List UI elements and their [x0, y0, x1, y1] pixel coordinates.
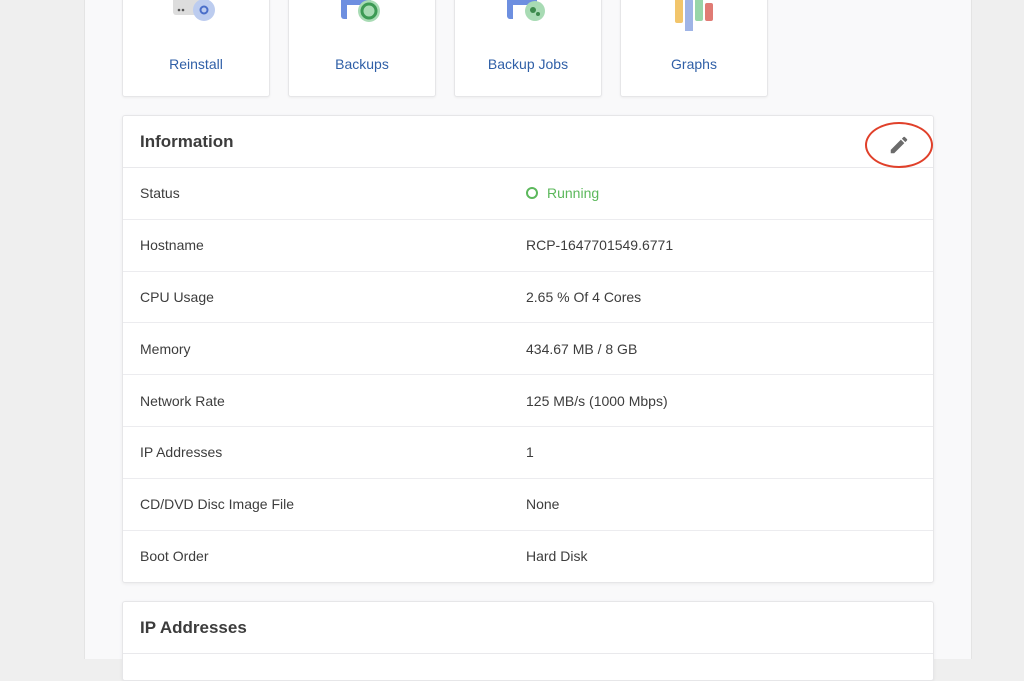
info-key: Network Rate: [140, 392, 225, 409]
information-title: Information: [140, 131, 234, 151]
edit-button[interactable]: [865, 122, 933, 168]
reinstall-icon: [173, 0, 215, 21]
backup-jobs-icon: [507, 0, 545, 21]
status-circle-icon: [526, 187, 538, 200]
tile-label: Backup Jobs: [487, 56, 569, 72]
info-value: 434.67 MB / 8 GB: [526, 340, 638, 357]
tile-label: Graphs: [671, 56, 717, 72]
tile-backup-jobs[interactable]: Backup Jobs: [454, 0, 602, 97]
information-card: Information Status Running Hostname RCP-16…: [122, 115, 934, 584]
info-row: CD/DVD Disc Image File None: [123, 479, 933, 531]
info-row-status: Status Running: [123, 168, 933, 220]
backups-icon: [341, 0, 380, 22]
tile-graphs[interactable]: Graphs: [620, 0, 768, 97]
info-row: CPU Usage 2.65 % Of 4 Cores: [123, 272, 933, 324]
info-value: None: [526, 496, 560, 513]
pencil-icon: [890, 136, 908, 154]
info-key: Memory: [140, 340, 191, 357]
tile-backups[interactable]: Backups: [288, 0, 436, 97]
info-row: Hostname RCP-1647701549.6771: [123, 220, 933, 272]
tile-label: Reinstall: [169, 56, 223, 72]
info-row: Memory 434.67 MB / 8 GB: [123, 323, 933, 376]
info-value: Hard Disk: [526, 548, 588, 565]
ip-addresses-title: IP Addresses: [140, 617, 247, 637]
info-key: IP Addresses: [140, 444, 223, 461]
info-key: Status: [140, 185, 180, 202]
tile-label: Backups: [335, 56, 389, 72]
info-key: Hostname: [140, 237, 204, 254]
graphs-icon: [675, 0, 713, 31]
info-value: 125 MB/s (1000 Mbps): [526, 392, 668, 409]
tile-reinstall[interactable]: Reinstall: [122, 0, 270, 97]
info-key: CPU Usage: [140, 288, 214, 305]
info-value: RCP-1647701549.6771: [526, 237, 674, 254]
info-value: 2.65 % Of 4 Cores: [526, 288, 642, 305]
info-value: 1: [526, 444, 534, 461]
status-badge: Running: [526, 185, 599, 201]
info-key: CD/DVD Disc Image File: [140, 496, 295, 513]
info-row: IP Addresses 1: [123, 427, 933, 479]
info-key: Boot Order: [140, 548, 209, 565]
ip-addresses-card: IP Addresses: [122, 601, 934, 681]
status-value: Running: [547, 185, 600, 202]
info-row: Boot Order Hard Disk: [123, 531, 933, 583]
info-row: Network Rate 125 MB/s (1000 Mbps): [123, 375, 933, 427]
